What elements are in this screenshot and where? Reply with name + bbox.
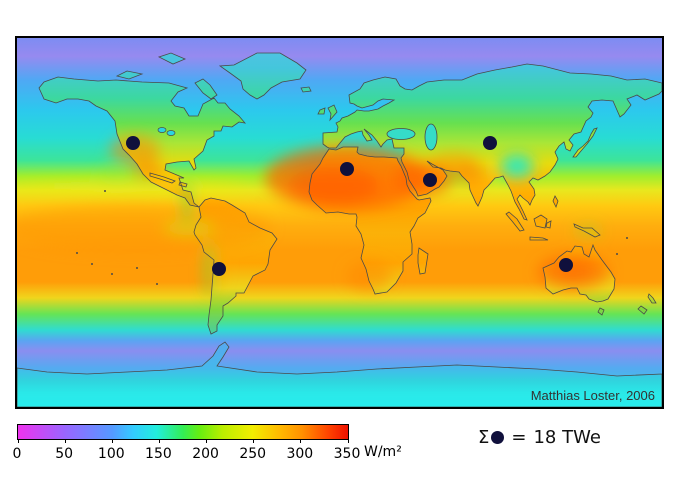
colorbar-label-0: 0 [12,446,22,462]
legend-value: 18 TWe [533,426,601,448]
equatorial-cold-tongue [163,221,215,235]
sahara-core [288,167,378,203]
colorbar-tick-150 [158,439,160,443]
total-power-legend: Σ = 18 TWe [478,424,601,450]
sichuan-core [509,160,525,172]
colorbar: 0 50 100 150 200 250 300 350 W/m² [13,424,447,463]
sigma-symbol: Σ [478,426,490,448]
south-pacific-band [17,204,272,252]
itcz-band [17,180,247,192]
mexico-hotspot [132,159,164,181]
colorbar-label-350: 350 [333,446,361,462]
colorbar-tick-200 [206,439,208,443]
power-area-dots [126,136,573,276]
colorbar-unit: W/m² [364,444,402,460]
power-dot-icon [491,431,505,444]
andes-green-strip [204,242,214,298]
power-area-dot-southwest-united-states [126,136,140,150]
great-lakes-west [157,127,167,133]
black-sea [386,128,416,140]
colorbar-tick-0 [17,439,19,443]
southwest-us-hotspot [110,135,160,165]
power-area-dot-atacama-south-america [212,262,226,276]
legend-equals: = [511,426,527,448]
world-irradiance-map: Matthias Loster, 2006 [15,36,664,409]
power-area-dot-arabian-peninsula [423,173,437,187]
colorbar-tick-250 [253,439,255,443]
colorbar-tick-100 [111,439,113,443]
colorbar-tick-300 [300,439,302,443]
colorbar-label-50: 50 [55,446,74,462]
map-attribution: Matthias Loster, 2006 [530,388,655,403]
colorbar-gradient [17,424,349,443]
irradiance-hotspots [17,135,609,298]
colorbar-label-100: 100 [97,446,125,462]
power-area-dot-sahara-africa [340,162,354,176]
india-hotspot [454,163,486,185]
colorbar-label-150: 150 [145,446,172,462]
colorbar-label-250: 250 [239,446,267,462]
power-area-dot-central-asia [483,136,497,150]
kalahari-hotspot [346,261,392,291]
colorbar-label-300: 300 [286,446,314,462]
new-guinea-green [574,225,602,237]
colorbar-tick-50 [64,439,66,443]
inland-seas [157,123,438,151]
map-canvas [17,38,662,407]
great-lakes-east [166,130,176,136]
caspian-sea [424,123,438,151]
northeast-pacific-green [97,164,137,180]
power-area-dot-australia [559,258,573,272]
colorbar-labels: 0 50 100 150 200 250 300 350 [13,446,447,463]
colorbar-tick-350 [347,439,349,443]
pacific-island-specks [76,190,628,285]
colorbar-label-200: 200 [192,446,219,462]
